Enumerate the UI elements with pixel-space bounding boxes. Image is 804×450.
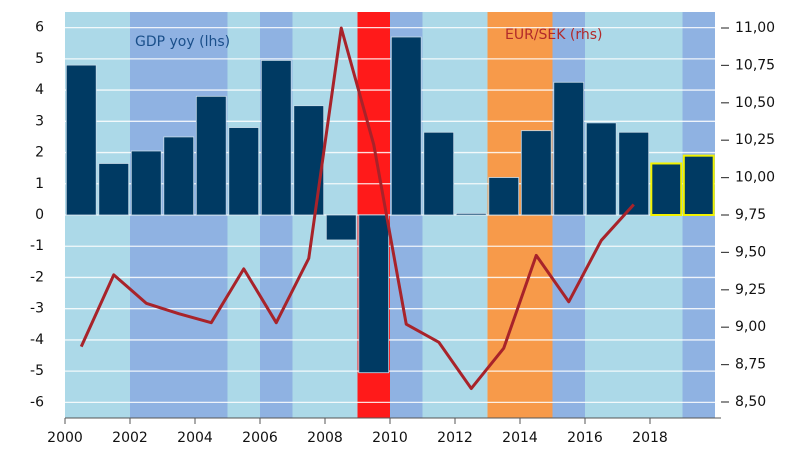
bar (325, 214, 357, 241)
bar (423, 131, 455, 216)
bar (358, 214, 390, 374)
line (79, 26, 635, 391)
bar (585, 122, 617, 216)
y-tick-label: -6 (30, 394, 44, 410)
y-tick-label: 0 (35, 207, 44, 223)
y2-tick-label: 8,50 (735, 394, 766, 410)
y-tick-label: 4 (35, 82, 44, 98)
y-tick-label: -4 (30, 332, 44, 348)
y2-tick-label: 9,75 (735, 207, 766, 223)
x-tick-label: 2012 (437, 430, 473, 446)
y2-tick-label: 9,00 (735, 319, 766, 335)
bar (618, 131, 650, 216)
y-tick-label: -1 (30, 238, 44, 254)
y2-tick-label: 10,50 (735, 95, 775, 111)
x-tick-label: 2010 (372, 430, 408, 446)
bar (228, 127, 260, 216)
x-tick-label: 2014 (502, 430, 538, 446)
y-tick-label: -5 (30, 363, 44, 379)
x-tick-label: 2016 (567, 430, 603, 446)
bar (553, 81, 585, 216)
y2-tick-label: 9,50 (735, 244, 766, 260)
y-tick-label: -2 (30, 269, 44, 285)
x-tick-label: 2006 (242, 430, 278, 446)
bar (195, 95, 227, 216)
y-tick-label: 2 (35, 145, 44, 161)
legend-label: EUR/SEK (rhs) (505, 27, 603, 43)
y2-tick-label: 11,00 (735, 20, 775, 36)
bar (488, 177, 520, 216)
bar (293, 105, 325, 216)
y-tick-label: 5 (35, 51, 44, 67)
x-tick-label: 2000 (47, 430, 83, 446)
bar (130, 150, 162, 216)
x-tick-label: 2002 (112, 430, 148, 446)
y-tick-label: 3 (35, 113, 44, 129)
bar (65, 64, 97, 216)
bar (520, 130, 552, 216)
y2-tick-label: 10,00 (735, 170, 775, 186)
bar (260, 60, 292, 216)
bar (390, 36, 422, 216)
bar (98, 163, 130, 216)
y-tick-label: -3 (30, 301, 44, 317)
y2-tick-label: 10,75 (735, 57, 775, 73)
x-tick-label: 2004 (177, 430, 213, 446)
y2-tick-label: 10,25 (735, 132, 775, 148)
y2-tick-label: 9,25 (735, 282, 766, 298)
bar (650, 162, 683, 217)
x-tick-label: 2008 (307, 430, 343, 446)
bar (682, 154, 715, 217)
y2-tick-label: 8,75 (735, 357, 766, 373)
bar (455, 213, 487, 216)
y-tick-label: 6 (35, 20, 44, 36)
y-tick-label: 1 (35, 176, 44, 192)
bar (163, 136, 195, 216)
legend-label: GDP yoy (lhs) (135, 34, 230, 50)
x-tick-label: 2018 (632, 430, 668, 446)
